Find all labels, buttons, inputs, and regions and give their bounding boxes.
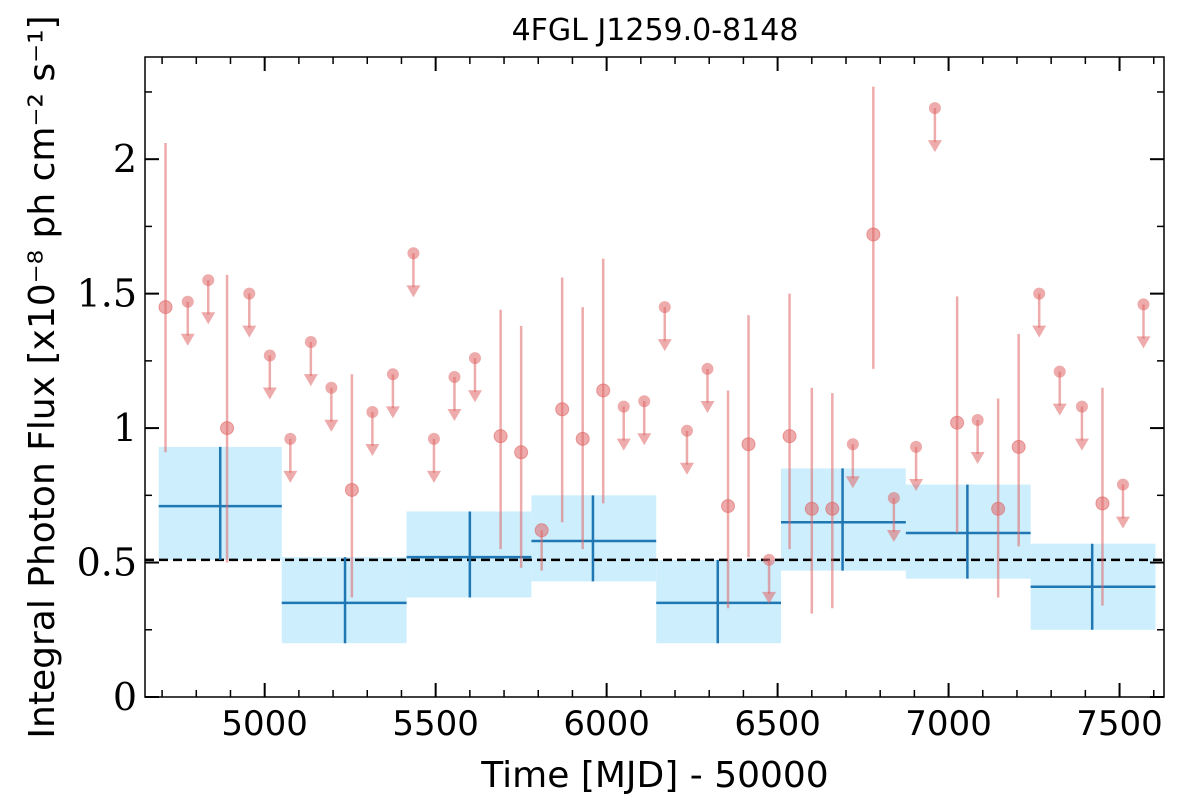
upper-limit-point — [846, 438, 859, 451]
y-tick-label: 2 — [113, 137, 137, 181]
upper-limit-point — [763, 553, 776, 566]
x-tick-label: 7000 — [905, 704, 992, 744]
upper-limit-point — [325, 381, 338, 394]
x-tick-label: 7500 — [1076, 704, 1163, 744]
detection-point — [575, 431, 590, 446]
detection-point — [950, 415, 965, 430]
upper-limit-point — [617, 400, 630, 413]
upper-limit-point — [1137, 298, 1150, 311]
upper-limit-arrowhead — [927, 140, 942, 153]
upper-limit-arrowhead — [1115, 516, 1130, 529]
detection-point — [804, 501, 819, 516]
upper-limit-point — [1033, 287, 1046, 300]
detection-point — [493, 429, 508, 444]
axis-ticks: 5000 5500 6000 6500 7000 7500 0 0.5 1 1.5 2 — [77, 57, 1164, 744]
upper-limit-arrowhead — [365, 443, 380, 456]
y-tick-label: 1 — [113, 406, 137, 450]
upper-limit-point — [971, 414, 984, 427]
upper-limit-point — [1075, 400, 1088, 413]
upper-limit-arrowhead — [845, 476, 860, 489]
upper-limit-arrowhead — [909, 478, 924, 491]
y-axis-label: Integral Photon Flux [x10⁻⁸ ph cm⁻² s⁻¹] — [22, 15, 63, 738]
upper-limit-arrowhead — [1074, 438, 1089, 451]
detection-point — [596, 383, 611, 398]
upper-limit-arrowhead — [970, 452, 985, 465]
upper-limit-point — [468, 352, 481, 365]
upper-limit-arrowhead — [201, 312, 216, 325]
detection-point — [158, 300, 173, 315]
x-tick-label: 5500 — [392, 704, 479, 744]
upper-limit-point — [386, 368, 399, 381]
upper-limit-point — [427, 432, 440, 445]
x-axis-label: Time [MJD] - 50000 — [480, 755, 828, 796]
upper-limit-arrowhead — [447, 409, 462, 422]
upper-limit-point — [680, 424, 693, 437]
upper-limit-point — [701, 362, 714, 375]
upper-limit-arrowhead — [1052, 403, 1067, 416]
upper-limit-point — [243, 287, 256, 300]
detection-point — [220, 421, 235, 436]
detection-point — [721, 499, 736, 514]
upper-limit-point — [638, 395, 651, 408]
upper-limit-point — [1116, 478, 1129, 491]
x-tick-label: 6500 — [734, 704, 821, 744]
upper-limit-arrowhead — [406, 285, 421, 298]
upper-limit-arrowhead — [324, 419, 339, 432]
detection-point — [555, 402, 570, 417]
upper-limit-arrowhead — [426, 470, 441, 483]
y-tick-label: 0 — [113, 675, 137, 719]
detection-point — [534, 523, 549, 538]
detection-point — [825, 501, 840, 516]
plot-area — [145, 86, 1164, 644]
detection-point — [514, 445, 529, 460]
chart-title: 4FGL J1259.0-8148 — [512, 13, 799, 48]
upper-limit-point — [202, 274, 215, 287]
upper-limit-arrowhead — [262, 387, 277, 400]
upper-limit-point — [304, 336, 317, 349]
upper-limit-point — [407, 247, 420, 260]
detection-point — [344, 482, 359, 497]
detection-point — [1011, 439, 1026, 454]
upper-limit-arrowhead — [657, 339, 672, 352]
upper-limit-point — [181, 295, 194, 308]
detection-point — [741, 437, 756, 452]
upper-limit-arrowhead — [1032, 325, 1047, 338]
upper-limit-point — [263, 349, 276, 362]
upper-limit-arrowhead — [1136, 336, 1151, 349]
upper-limit-arrowhead — [679, 462, 694, 475]
plot-frame — [144, 56, 1165, 698]
upper-limit-arrowhead — [303, 374, 318, 387]
detection-point — [782, 429, 797, 444]
y-tick-label: 0.5 — [77, 541, 137, 585]
upper-limit-arrowhead — [180, 333, 195, 346]
x-tick-label: 6000 — [563, 704, 650, 744]
upper-limit-point — [284, 432, 297, 445]
upper-limit-arrowhead — [637, 433, 652, 446]
upper-limit-arrowhead — [467, 390, 482, 403]
upper-limit-arrowhead — [283, 470, 298, 483]
detection-point — [866, 227, 881, 242]
upper-limit-point — [448, 371, 461, 383]
upper-limit-arrowhead — [616, 438, 631, 451]
upper-limit-point — [910, 440, 923, 453]
detection-point — [991, 501, 1006, 516]
upper-limit-point — [1053, 365, 1066, 378]
upper-limit-arrowhead — [700, 400, 715, 413]
upper-limit-point — [366, 405, 379, 418]
upper-limit-arrowhead — [242, 325, 257, 338]
y-tick-label: 1.5 — [77, 272, 137, 316]
upper-limit-point — [928, 102, 941, 115]
upper-limit-arrowhead — [886, 530, 901, 543]
upper-limit-arrowhead — [385, 406, 400, 419]
upper-limit-arrowhead — [762, 591, 777, 604]
x-tick-label: 5000 — [221, 704, 308, 744]
detection-point — [1095, 496, 1110, 511]
upper-limit-point — [658, 301, 671, 314]
upper-limit-point — [887, 492, 900, 505]
